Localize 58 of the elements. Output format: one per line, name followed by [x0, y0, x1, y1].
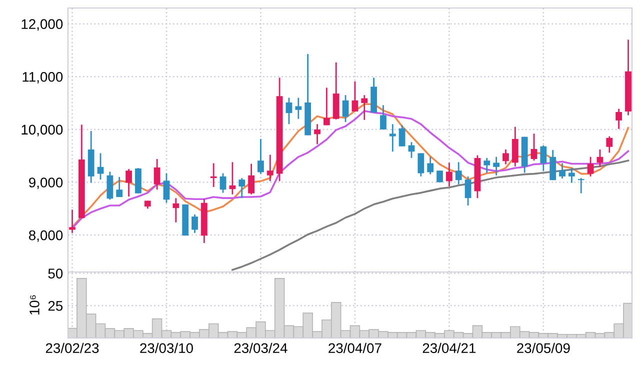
candlestick — [154, 158, 160, 190]
x-tick-label: 23/03/24 — [234, 342, 288, 354]
candlestick — [210, 162, 217, 188]
candlestick — [314, 123, 320, 145]
candlestick — [361, 94, 368, 121]
candlestick — [97, 152, 104, 180]
candlestick — [446, 162, 452, 188]
candlestick — [568, 167, 575, 184]
candlestick — [540, 144, 547, 172]
candlestick — [258, 138, 264, 174]
candlestick — [172, 197, 180, 224]
candlestick — [559, 162, 566, 180]
candlestick — [342, 94, 349, 123]
candlestick — [455, 161, 462, 186]
candlestick — [106, 170, 114, 200]
x-tick-label: 23/05/09 — [517, 342, 570, 354]
candlestick — [550, 149, 556, 181]
candlestick — [512, 126, 518, 168]
candlestick — [418, 152, 424, 178]
candlestick — [238, 177, 246, 199]
candlestick — [502, 148, 509, 165]
x-tick-label: 23/02/23 — [46, 342, 99, 354]
candlestick — [398, 124, 406, 148]
x-tick-label: 23/04/21 — [422, 342, 476, 354]
candlestick — [323, 87, 330, 126]
y-tick-label: 11,000 — [22, 72, 63, 84]
candlestick — [286, 97, 292, 125]
candlestick — [126, 168, 132, 198]
y-tick-label: 10,000 — [22, 124, 63, 136]
candlestick — [464, 176, 472, 206]
y-tick-label: 50 — [48, 268, 63, 278]
candlestick — [484, 157, 490, 174]
y-tick-label: 12,000 — [22, 19, 63, 31]
candlestick — [69, 209, 76, 234]
candlestick — [229, 161, 236, 196]
candlestick — [616, 108, 622, 130]
y-tick-label: 8,000 — [28, 230, 63, 242]
candlestick — [192, 214, 198, 234]
x-tick-label: 23/04/07 — [328, 342, 382, 354]
candlestick — [248, 163, 254, 196]
candlestick — [427, 156, 434, 176]
candlestick — [389, 123, 396, 152]
candlestick — [578, 177, 584, 194]
candlestick — [295, 97, 302, 120]
y-tick-label: 25 — [48, 300, 63, 311]
candlestick — [163, 172, 170, 204]
candlestick — [606, 136, 613, 154]
candlestick — [380, 104, 386, 130]
candlestick — [220, 172, 226, 194]
y-tick-label: 9,000 — [29, 178, 63, 190]
candlestick — [116, 176, 123, 198]
candlestick — [587, 156, 594, 178]
candlestick — [266, 154, 274, 182]
y-axis-title: 10⁶ — [30, 295, 40, 315]
candlestick — [530, 132, 538, 162]
candlestick — [352, 80, 358, 112]
candlestick — [493, 156, 500, 176]
x-tick-label: 23/03/10 — [140, 342, 193, 354]
